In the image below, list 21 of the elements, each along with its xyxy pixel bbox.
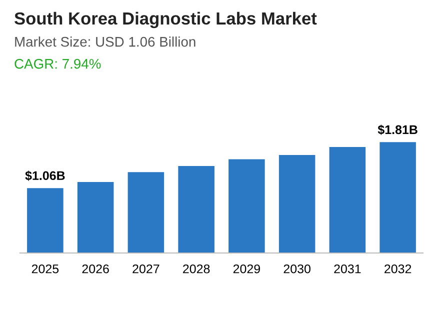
bar: [128, 172, 164, 253]
chart-subtitle: Market Size: USD 1.06 Billion: [15, 36, 196, 47]
x-tick-label: 2029: [233, 264, 260, 274]
x-tick-label: 2028: [183, 264, 210, 274]
x-tick-label: 2025: [32, 264, 59, 274]
data-label: $1.06B: [25, 170, 65, 181]
bar: [278, 155, 316, 253]
chart-title: South Korea Diagnostic Labs Market: [14, 12, 317, 28]
bar: [77, 182, 114, 253]
bar: [178, 166, 214, 253]
bar: [27, 188, 64, 253]
data-label: $1.81B: [378, 124, 418, 135]
bar: [329, 147, 366, 253]
x-tick-label: 2030: [284, 264, 310, 274]
x-tick-label: 2026: [82, 264, 109, 274]
text: CAGR: 7.94%: [14, 58, 101, 69]
x-tick-label: 2031: [334, 264, 361, 274]
bar: [228, 159, 265, 253]
x-tick-label: 2032: [384, 264, 412, 274]
x-tick-label: 2027: [132, 264, 160, 274]
bar: [380, 142, 416, 253]
